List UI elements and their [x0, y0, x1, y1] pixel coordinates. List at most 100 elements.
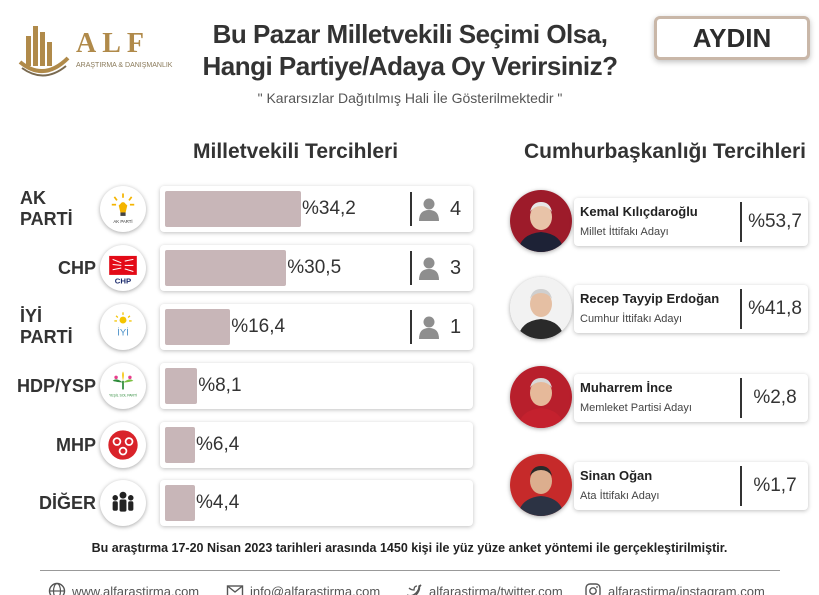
candidate-name: Kemal Kılıçdaroğlu: [580, 204, 698, 219]
footer-email[interactable]: info@alfarastirma.com: [226, 582, 380, 595]
party-name: İYİ PARTİ: [20, 306, 73, 347]
candidate-separator: [740, 466, 742, 506]
party-logo: AK PARTİ: [100, 186, 146, 232]
party-percentage: %4,4: [196, 492, 240, 513]
party-bar: [165, 309, 231, 345]
footer-twitter[interactable]: alfarastirma/twitter.com: [405, 582, 563, 595]
person-icon: [418, 255, 440, 281]
party-percentage: %6,4: [196, 434, 240, 455]
party-percentage: %30,5: [287, 257, 342, 278]
page-subtitle: " Kararsızlar Dağıtılmış Hali İle Göster…: [257, 90, 563, 106]
party-bar-card: %30,5 3: [160, 245, 473, 291]
candidate-row: Sinan Oğan Ata İttifakı Adayı %1,7: [510, 454, 808, 516]
mail-icon: [226, 585, 244, 595]
svg-text:YEŞİL SOL PARTİ: YEŞİL SOL PARTİ: [109, 392, 137, 397]
seat-separator: [410, 192, 412, 226]
candidate-percentage: %2,8: [753, 387, 797, 408]
others-group-icon: [112, 491, 134, 512]
candidate-row: Recep Tayyip Erdoğan Cumhur İttifakı Aday…: [510, 277, 808, 339]
party-logo: [100, 480, 146, 526]
candidate-separator: [740, 378, 742, 418]
ak-parti-logo-icon: AK PARTİ: [111, 193, 135, 224]
party-name: AK PARTİ: [20, 188, 73, 229]
globe-icon: [48, 582, 66, 595]
party-name: CHP: [57, 257, 96, 278]
twitter-icon: [407, 584, 422, 595]
seat-separator: [410, 310, 412, 344]
brand-name: ALF: [76, 28, 150, 59]
candidate-alliance: Cumhur İttifakı Adayı: [580, 313, 683, 325]
party-bar-card: %4,4: [160, 480, 473, 526]
ince-portrait: [510, 366, 572, 428]
party-logo: [100, 422, 146, 468]
candidate-separator: [740, 289, 742, 329]
region-badge: AYDIN: [654, 16, 810, 60]
candidate-name: Muharrem İnce: [580, 380, 673, 395]
footer-instagram[interactable]: alfarastirma/instagram.com: [584, 582, 765, 595]
candidate-alliance: Ata İttifakı Adayı: [580, 490, 660, 502]
kilicdaroglu-portrait: [510, 190, 572, 252]
candidate-row: Muharrem İnce Memleket Partisi Adayı %2,8: [510, 366, 808, 428]
footer-twitter-text: alfarastirma/twitter.com: [429, 583, 563, 595]
party-row: DİĞER %4,4: [20, 480, 480, 526]
svg-text:İYİ: İYİ: [117, 328, 129, 339]
party-bar: [165, 250, 287, 286]
party-logo: YEŞİL SOL PARTİ: [100, 363, 146, 409]
footer-web[interactable]: www.alfarastirma.com: [48, 582, 199, 595]
candidate-card: Muharrem İnce Memleket Partisi Adayı %2,8: [574, 374, 808, 422]
party-row: CHP CHP %30,5 3: [20, 245, 480, 291]
party-bar: [165, 427, 195, 463]
footer-instagram-text: alfarastirma/instagram.com: [608, 583, 765, 595]
party-bar: [165, 485, 195, 521]
party-bar-card: %16,4 1: [160, 304, 473, 350]
chp-logo-icon: CHP: [109, 255, 137, 286]
person-icon: [418, 314, 440, 340]
party-logo: İYİ: [100, 304, 146, 350]
candidate-name: Recep Tayyip Erdoğan: [580, 291, 720, 306]
party-row: İYİ PARTİ İYİ %16,4 1: [20, 304, 480, 350]
party-bar-card: %34,2 4: [160, 186, 473, 232]
left-section-title: Milletvekili Tercihleri: [193, 140, 399, 163]
party-bar: [165, 191, 301, 227]
page-title: Bu Pazar Milletvekili Seçimi Olsa, Hangi…: [180, 18, 640, 82]
candidate-name: Sinan Oğan: [580, 468, 653, 483]
brand-logo: ALF ARAŞTIRMA & DANIŞMANLIK: [18, 22, 172, 82]
seat-count: 4: [450, 197, 462, 220]
candidate-card: Sinan Oğan Ata İttifakı Adayı %1,7: [574, 462, 808, 510]
party-bar: [165, 368, 198, 404]
party-bar-card: %6,4: [160, 422, 473, 468]
party-name: HDP/YSP: [16, 375, 96, 396]
candidate-percentage: %53,7: [748, 211, 802, 232]
seat-count: 1: [450, 315, 462, 338]
ogan-portrait: [510, 454, 572, 516]
candidate-card: Recep Tayyip Erdoğan Cumhur İttifakı Aday…: [574, 285, 808, 333]
hdp-ysp-logo-icon: YEŞİL SOL PARTİ: [109, 371, 137, 397]
title-line-2: Hangi Partiye/Adaya Oy Verirsiniz?: [202, 51, 618, 81]
candidate-card: Kemal Kılıçdaroğlu Millet İttifakı Adayı%…: [574, 198, 808, 246]
right-section-title: Cumhurbaşkanlığı Tercihleri: [524, 140, 807, 163]
party-row: AK PARTİ AK PARTİ %34,2 4: [20, 186, 480, 232]
candidate-percentage: %41,8: [748, 298, 802, 319]
party-row: MHP %6,4: [20, 422, 480, 468]
party-percentage: %34,2: [302, 198, 356, 219]
candidate-percentage: %1,7: [753, 475, 797, 496]
title-line-1: Bu Pazar Milletvekili Seçimi Olsa,: [212, 19, 608, 49]
footer: www.alfarastirma.com info@alfarastirma.c…: [0, 582, 819, 595]
party-logo: CHP: [100, 245, 146, 291]
person-icon: [418, 196, 440, 222]
candidate-alliance: Memleket Partisi Adayı: [580, 402, 692, 414]
alf-logo-icon: [18, 26, 70, 77]
footnote: Bu araştırma 17-20 Nisan 2023 tarihleri …: [91, 541, 728, 555]
candidate-separator: [740, 202, 742, 242]
party-bar-card: %8,1: [160, 363, 473, 409]
footer-email-text: info@alfarastirma.com: [250, 583, 381, 595]
party-percentage: %8,1: [198, 375, 242, 396]
mhp-logo-icon: [108, 430, 138, 460]
party-row: HDP/YSP YEŞİL SOL PARTİ %8,1: [16, 363, 480, 409]
seat-separator: [410, 251, 412, 285]
erdogan-portrait: [510, 277, 572, 339]
candidate-alliance: Millet İttifakı Adayı: [580, 226, 669, 238]
iyi-parti-logo-icon: İYİ: [114, 312, 132, 339]
svg-text:AK PARTİ: AK PARTİ: [113, 219, 132, 224]
footer-divider: [40, 570, 780, 571]
